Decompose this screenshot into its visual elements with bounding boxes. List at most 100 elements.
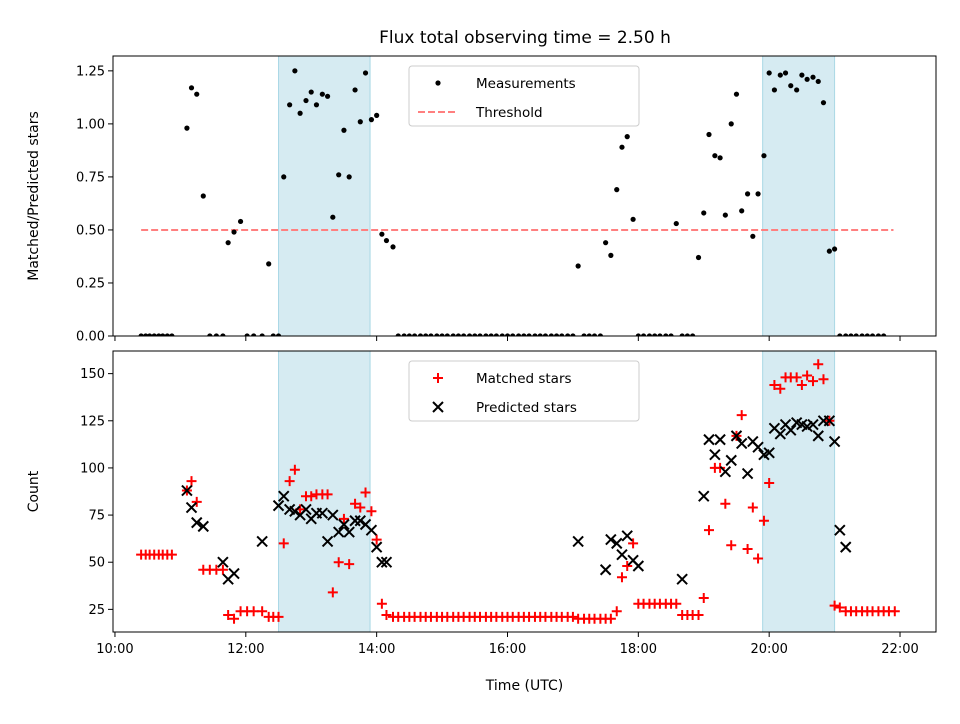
matched-stars-point	[742, 544, 753, 555]
predicted-stars-point	[812, 430, 824, 442]
predicted-stars-point	[774, 428, 787, 440]
x-tick-label: 18:00	[620, 642, 657, 657]
measurement-point	[597, 333, 603, 336]
measurement-point	[864, 333, 870, 336]
matched-stars-point	[726, 540, 737, 551]
measurement-point	[313, 102, 320, 108]
measurement-point	[739, 208, 745, 214]
measurement-point	[826, 248, 832, 254]
measurement-point	[799, 72, 805, 78]
matched-stars-point	[327, 587, 338, 598]
matched-stars-point	[791, 372, 802, 383]
matched-stars-point	[186, 476, 197, 487]
legend-entry-label: Predicted stars	[476, 400, 577, 416]
y-tick-label: 50	[88, 556, 105, 571]
matched-stars-point	[257, 606, 268, 617]
measurement-point	[526, 333, 532, 336]
measurement-point	[663, 333, 669, 336]
measurement-point	[701, 210, 707, 216]
y-tick-label: 150	[80, 367, 105, 382]
measurement-point	[504, 333, 511, 336]
matched-stars-point	[802, 370, 813, 381]
measurement-point	[147, 333, 153, 336]
predicted-stars-point	[181, 484, 193, 497]
measurement-point	[477, 333, 483, 336]
legend: Matched stars Predicted stars	[408, 360, 640, 422]
legend-entry-label: Matched stars	[476, 371, 572, 387]
measurement-point	[251, 333, 257, 336]
measurement-point	[744, 191, 751, 197]
predicted-stars-point	[605, 533, 617, 546]
measurement-point	[619, 144, 625, 150]
measurement-point	[657, 333, 663, 336]
measurement-point	[810, 74, 816, 80]
measurement-point	[374, 112, 380, 118]
matched-stars-point	[350, 498, 361, 509]
measurement-point	[220, 333, 226, 336]
matched-stars-point	[366, 506, 377, 517]
measurement-point	[319, 91, 325, 97]
matched-stars-point	[720, 498, 731, 509]
predicted-stars-point	[840, 541, 852, 553]
measurement-point	[542, 333, 549, 336]
matched-stars-point	[698, 593, 709, 604]
measurement-point	[259, 333, 265, 336]
observing-interval-shade	[278, 55, 371, 337]
measurement-point	[225, 240, 231, 246]
measurement-point	[668, 333, 674, 336]
measurement-point	[292, 68, 298, 74]
measurement-point	[591, 333, 598, 336]
measurement-point	[411, 333, 418, 336]
measurement-point	[771, 87, 778, 93]
bottom-panel-count: 25 50 75 100 125 150 10:00 12:00 14:00 16:00 18:00…	[26, 350, 937, 694]
data-marks	[136, 359, 900, 624]
matched-stars-point	[371, 534, 382, 545]
matched-stars-point	[775, 383, 786, 394]
measurement-point	[439, 333, 445, 336]
measurement-point	[450, 333, 456, 336]
measurement-point	[493, 333, 499, 336]
matched-stars-point	[693, 610, 704, 621]
predicted-stars-point	[185, 501, 198, 514]
predicted-stars-point	[709, 449, 721, 461]
measurement-point	[777, 72, 783, 78]
legend-predicted-swatch	[432, 401, 444, 413]
measurement-point	[160, 333, 166, 336]
measurement-point	[652, 333, 658, 336]
measurement-point	[499, 333, 505, 336]
measurement-point	[640, 333, 647, 336]
measurement-point	[270, 333, 276, 336]
measurement-point	[281, 174, 287, 180]
measurement-point	[362, 70, 369, 76]
measurement-point	[417, 333, 424, 336]
x-tick-label: 20:00	[750, 642, 787, 657]
x-axis-label: Time (UTC)	[485, 678, 563, 694]
predicted-stars-point	[676, 573, 688, 585]
x-tick-label: 10:00	[96, 642, 133, 657]
y-tick-label: 1.00	[76, 117, 105, 132]
matched-stars-point	[829, 600, 840, 611]
measurement-point	[624, 134, 630, 140]
matched-stars-point	[703, 525, 714, 536]
predicted-stars-point	[380, 556, 393, 568]
measurement-point	[423, 333, 429, 336]
measurement-point	[428, 333, 434, 336]
measurement-point	[308, 89, 314, 95]
measurement-point	[559, 333, 565, 336]
predicted-stars-point	[714, 433, 726, 446]
matched-stars-point	[166, 549, 177, 560]
measurement-point	[881, 333, 887, 336]
matched-stars-point	[344, 559, 355, 570]
predicted-stars-point	[289, 505, 301, 518]
y-tick-label: 100	[80, 461, 105, 476]
matched-stars-point	[747, 502, 758, 513]
predicted-stars-point	[272, 499, 285, 512]
y-tick-label: 0.50	[76, 223, 105, 238]
measurement-point	[722, 212, 728, 218]
measurement-point	[194, 91, 200, 97]
matched-stars-point	[753, 553, 764, 564]
axes-frame	[112, 55, 937, 337]
x-tick-label: 16:00	[489, 642, 526, 657]
measurement-point	[444, 333, 450, 336]
measurement-point	[548, 333, 554, 336]
